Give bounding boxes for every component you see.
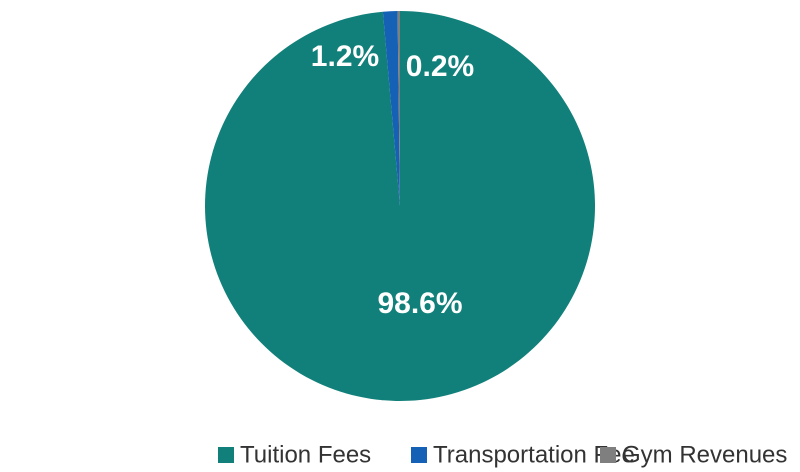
legend-label: Tuition Fees — [240, 441, 371, 468]
legend-swatch — [411, 447, 427, 463]
legend-swatch — [600, 447, 616, 463]
data-label: 1.2% — [311, 40, 379, 73]
pie-slice — [397, 11, 400, 206]
pie-slice — [205, 11, 595, 402]
legend-label: Gym Revenues — [622, 441, 787, 468]
data-label: 0.2% — [406, 50, 474, 83]
legend-swatch — [218, 447, 234, 463]
pie-slice — [382, 11, 400, 206]
data-label: 98.6% — [377, 287, 462, 320]
